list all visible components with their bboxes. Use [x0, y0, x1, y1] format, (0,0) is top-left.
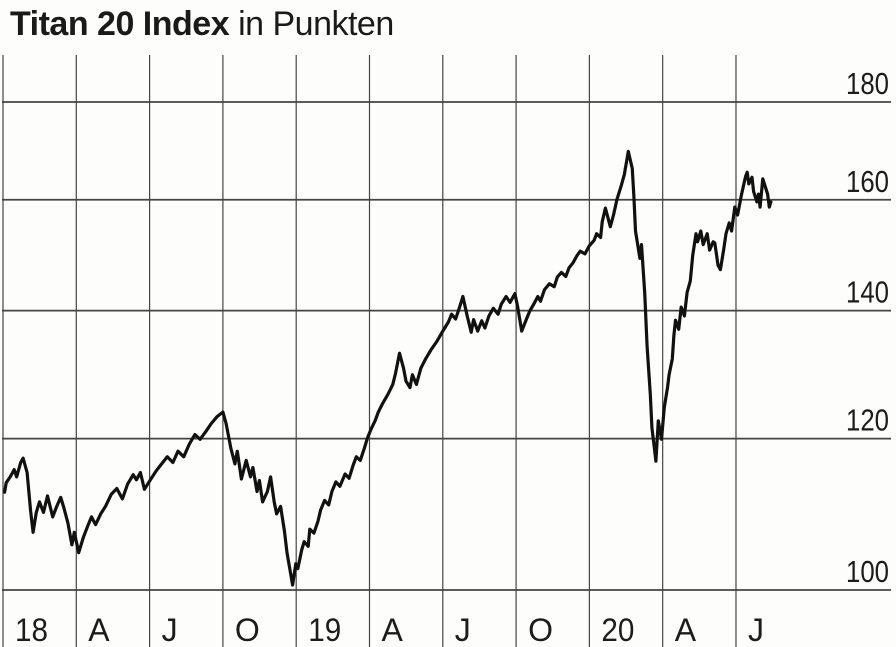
y-tick-label: 100: [846, 554, 889, 589]
x-tick-label: J: [162, 612, 178, 647]
x-tick-label: J: [455, 612, 471, 647]
x-tick-label: 18: [15, 612, 48, 647]
x-tick-label: A: [88, 612, 110, 647]
x-tick-label: 20: [601, 612, 634, 647]
index-line: [2, 149, 773, 587]
chart-title-subtitle: in Punkten: [238, 5, 394, 43]
y-tick-label: 140: [846, 275, 889, 310]
x-tick-label: J: [748, 612, 764, 647]
x-tick-label: A: [381, 612, 403, 647]
x-tick-label: 19: [308, 612, 341, 647]
y-tick-label: 160: [846, 164, 889, 199]
chart-title: Titan 20 Index in Punkten: [10, 4, 394, 44]
x-tick-label: O: [235, 612, 260, 647]
y-tick-label: 180: [846, 66, 889, 101]
x-tick-label: O: [528, 612, 553, 647]
x-tick-label: A: [675, 612, 697, 647]
y-tick-label: 120: [846, 403, 889, 438]
chart-title-main: Titan 20 Index: [10, 5, 230, 43]
